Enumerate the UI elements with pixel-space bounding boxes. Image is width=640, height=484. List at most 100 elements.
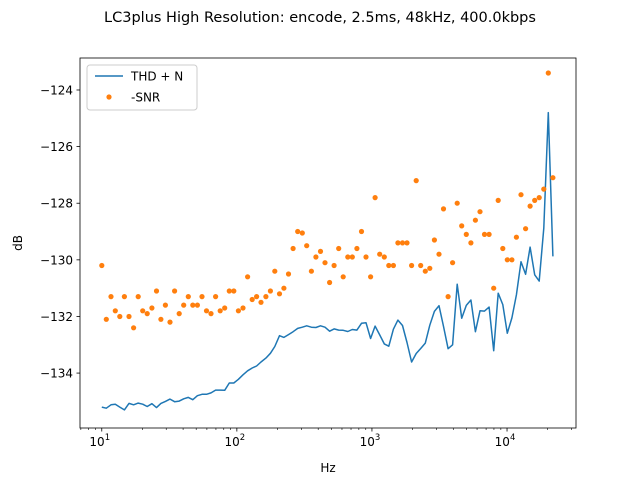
snr-point: [404, 240, 410, 246]
snr-point: [390, 262, 396, 269]
x-tick-base: 10: [495, 435, 510, 449]
y-tick-label: −126: [40, 140, 73, 154]
snr-point: [304, 243, 310, 249]
snr-point: [372, 195, 378, 201]
y-tick-label: −128: [40, 197, 73, 211]
snr-point: [162, 302, 168, 308]
snr-point: [541, 186, 547, 192]
snr-point: [299, 230, 305, 236]
snr-point: [477, 209, 483, 215]
snr-point: [536, 195, 542, 201]
snr-point: [322, 260, 328, 266]
snr-point: [532, 197, 538, 203]
snr-point: [285, 271, 292, 277]
snr-point: [427, 265, 433, 271]
snr-point: [386, 262, 392, 269]
snr-point: [317, 248, 324, 254]
snr-point: [167, 319, 173, 325]
x-tick-label: 103: [360, 433, 381, 449]
plot-frame: [79, 57, 577, 429]
snr-point: [331, 262, 337, 269]
snr-point: [527, 203, 533, 209]
snr-point: [445, 294, 451, 300]
x-axis: 101 102 103 104: [80, 428, 572, 449]
snr-point: [463, 231, 469, 237]
chart-title: LC3plus High Resolution: encode, 2.5ms, …: [104, 10, 536, 26]
legend-label-snr: -SNR: [131, 91, 160, 105]
snr-point: [131, 325, 137, 331]
plot-area: [99, 70, 556, 411]
snr-point: [99, 262, 105, 269]
snr-point: [254, 294, 260, 300]
snr-point: [149, 305, 155, 311]
x-tick-exponent: 2: [240, 433, 245, 443]
snr-point: [486, 231, 492, 237]
y-axis-label: dB: [11, 235, 25, 251]
snr-point: [395, 240, 401, 246]
snr-point: [308, 268, 314, 274]
snr-point: [158, 316, 164, 322]
snr-point: [409, 262, 415, 269]
snr-point: [545, 70, 551, 76]
snr-point: [240, 305, 246, 311]
snr-point: [126, 313, 132, 320]
snr-point: [140, 308, 146, 314]
snr-point: [222, 305, 228, 311]
legend-dot-swatch: [106, 94, 112, 100]
x-tick-exponent: 4: [510, 433, 515, 443]
snr-point: [381, 254, 387, 260]
snr-point: [276, 291, 283, 297]
snr-point: [491, 285, 497, 291]
snr-point: [368, 274, 374, 280]
snr-point: [153, 288, 160, 294]
snr-point: [176, 311, 182, 317]
snr-point: [523, 226, 529, 232]
snr-point: [235, 308, 241, 314]
snr-point: [349, 254, 355, 260]
y-tick-label: −134: [40, 367, 73, 381]
x-tick-exponent: 1: [105, 433, 110, 443]
snr-point: [103, 316, 109, 322]
snr-point: [358, 228, 365, 235]
y-axis: −134 −132 −130 −128 −126 −124: [40, 83, 80, 381]
snr-point: [172, 288, 178, 294]
x-tick-label: 104: [495, 433, 516, 449]
snr-point: [199, 294, 205, 300]
thd-n-line: [101, 111, 554, 411]
snr-point: [203, 308, 210, 314]
snr-point: [226, 288, 232, 294]
snr-point: [413, 178, 419, 184]
snr-point: [108, 294, 114, 300]
snr-point: [231, 288, 237, 294]
snr-point: [518, 192, 524, 198]
snr-point: [354, 245, 360, 252]
snr-point: [190, 302, 196, 308]
x-tick-exponent: 3: [375, 433, 380, 443]
snr-point: [181, 302, 187, 308]
snr-point: [495, 197, 501, 203]
y-tick-label: −132: [40, 310, 73, 324]
y-tick-label: −124: [40, 83, 73, 97]
snr-point: [117, 313, 123, 320]
snr-point: [459, 223, 465, 229]
snr-point: [112, 308, 118, 314]
x-tick-base: 10: [225, 435, 240, 449]
snr-point: [550, 175, 556, 181]
x-tick-label: 102: [225, 433, 246, 449]
snr-point: [281, 285, 287, 291]
snr-point: [185, 294, 191, 300]
snr-point: [213, 294, 219, 300]
snr-point: [313, 254, 319, 260]
snr-point: [431, 237, 437, 243]
snr-point: [144, 311, 150, 317]
snr-point: [422, 268, 428, 274]
snr-point: [258, 299, 264, 305]
snr-point: [327, 279, 333, 286]
snr-point: [245, 274, 251, 280]
snr-point: [436, 251, 442, 257]
snr-point: [267, 288, 273, 294]
legend: THD + N -SNR: [86, 64, 198, 111]
snr-point: [472, 217, 478, 223]
snr-point: [217, 308, 223, 314]
